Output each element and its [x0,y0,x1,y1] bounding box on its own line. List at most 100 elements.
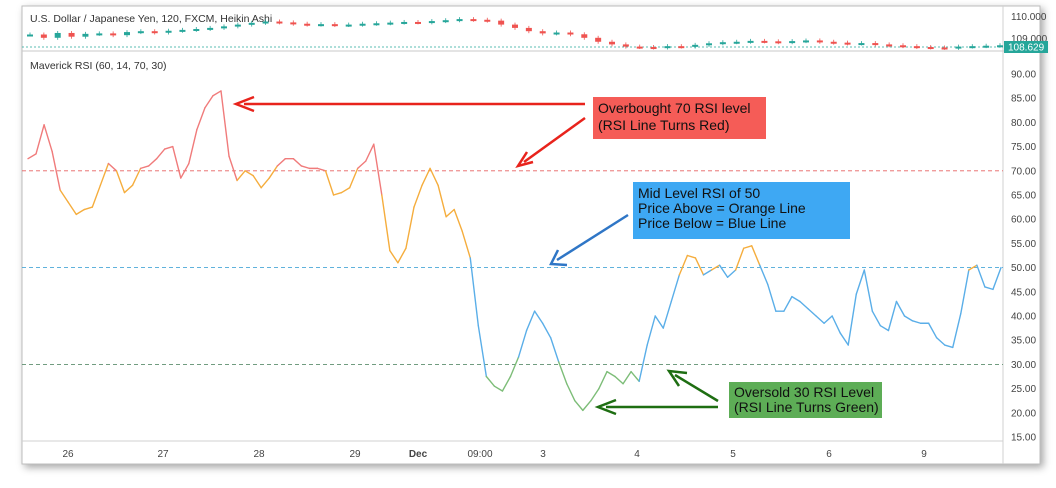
candle-body [262,21,269,24]
candle-body [193,29,200,31]
y-tick-label: 75.00 [1011,142,1036,153]
rsi-segment [533,310,544,324]
y-tick-label: 85.00 [1011,94,1036,105]
overbought-arrowhead-2 [515,151,534,169]
candle-body [650,47,657,50]
y-tick-label: 80.00 [1011,118,1036,129]
rsi-segment [260,177,270,189]
overbought-line1: Overbought 70 RSI level [598,100,751,116]
candle-body [969,46,976,49]
rsi-segment [35,124,45,155]
candle-body [581,34,588,38]
rsi-segment [815,315,825,324]
candle-body [137,31,144,34]
oversold-arrowhead-2 [594,398,617,416]
rsi-segment [976,264,986,288]
x-tick-label: 27 [157,449,169,460]
overbought-box [593,97,766,139]
candle-body [276,21,283,24]
rsi-segment [630,370,640,383]
rsi-segment [759,264,769,286]
candle-body [401,21,408,24]
rsi-segment [742,245,753,249]
candle-body [54,32,61,38]
rsi-segment [67,201,77,216]
rsi-segment [196,107,206,131]
rsi-segment [83,206,94,211]
heikin-ashi-candles [27,17,1003,50]
rsi-segment [236,170,246,182]
rsi-segment [911,320,922,324]
candle-body [234,24,241,27]
rsi-segment [300,165,311,170]
rsi-segment [590,387,600,402]
candle-body [983,45,990,48]
price-tick-110: 110.000 [1011,12,1047,23]
rsi-segment [373,143,383,196]
candle-body [345,24,352,27]
y-tick-label: 45.00 [1011,287,1036,298]
rsi-segment [517,329,528,358]
y-tick-label: 20.00 [1011,408,1036,419]
rsi-segment [27,153,37,160]
candle-body [913,46,920,49]
rsi-segment [718,264,729,278]
rsi-segment [59,189,69,203]
candle-body [636,46,643,49]
rsi-segment [381,194,391,252]
y-tick-label: 55.00 [1011,239,1036,250]
y-tick-label: 15.00 [1011,433,1036,444]
candle-body [803,40,809,43]
candle-body [248,22,255,25]
midlevel-arrow [556,213,629,262]
candle-body [442,20,449,23]
rsi-segment [662,300,673,329]
rsi-segment [115,170,126,194]
rsi-segment [204,95,214,109]
candle-body [609,41,615,45]
oversold-annotation: Oversold 30 RSI Level (RSI Line Turns Gr… [594,369,882,418]
rsi-segment [477,324,488,378]
rsi-segment [992,266,1002,291]
candle-body [359,23,366,26]
candle-body [221,26,227,29]
rsi-segment [686,254,697,259]
price-tick-109: 109.000 [1011,34,1048,45]
rsi-segment [968,264,978,271]
rsi-segment [188,128,198,165]
candle-body [124,32,130,36]
y-tick-label: 35.00 [1011,336,1036,347]
rsi-segment [734,247,745,271]
x-tick-label: Dec [409,449,428,460]
candle-body [997,45,1003,48]
candle-body [789,41,796,44]
y-tick-label: 50.00 [1011,263,1036,274]
candle-body [96,33,103,36]
rsi-segment [292,157,303,167]
rsi-segment [823,315,833,324]
rsi-segment [107,162,118,172]
candle-body [900,45,906,48]
rsi-segment [944,344,954,349]
rsi-segment [429,167,439,187]
rsi-segment [952,312,962,349]
rsi-segment [879,324,890,332]
candle-body [290,22,297,25]
rsi-segment [348,167,359,189]
price-panel-title: U.S. Dollar / Japanese Yen, 120, FXCM, H… [30,13,272,25]
rsi-segment [566,383,576,402]
rsi-segment [324,170,335,196]
oversold-box [729,382,882,418]
rsi-segment [461,230,471,259]
overbought-annotation: Overbought 70 RSI level (RSI Line Turns … [232,95,766,169]
rsi-segment [654,315,664,329]
x-tick-label: 09:00 [467,449,492,460]
rsi-segment [791,295,801,303]
rsi-segment [485,375,496,387]
midlevel-box [633,182,850,239]
rsi-segment [598,370,608,390]
candle-body [595,37,602,42]
rsi-segment [751,245,761,266]
candle-body [844,42,851,45]
